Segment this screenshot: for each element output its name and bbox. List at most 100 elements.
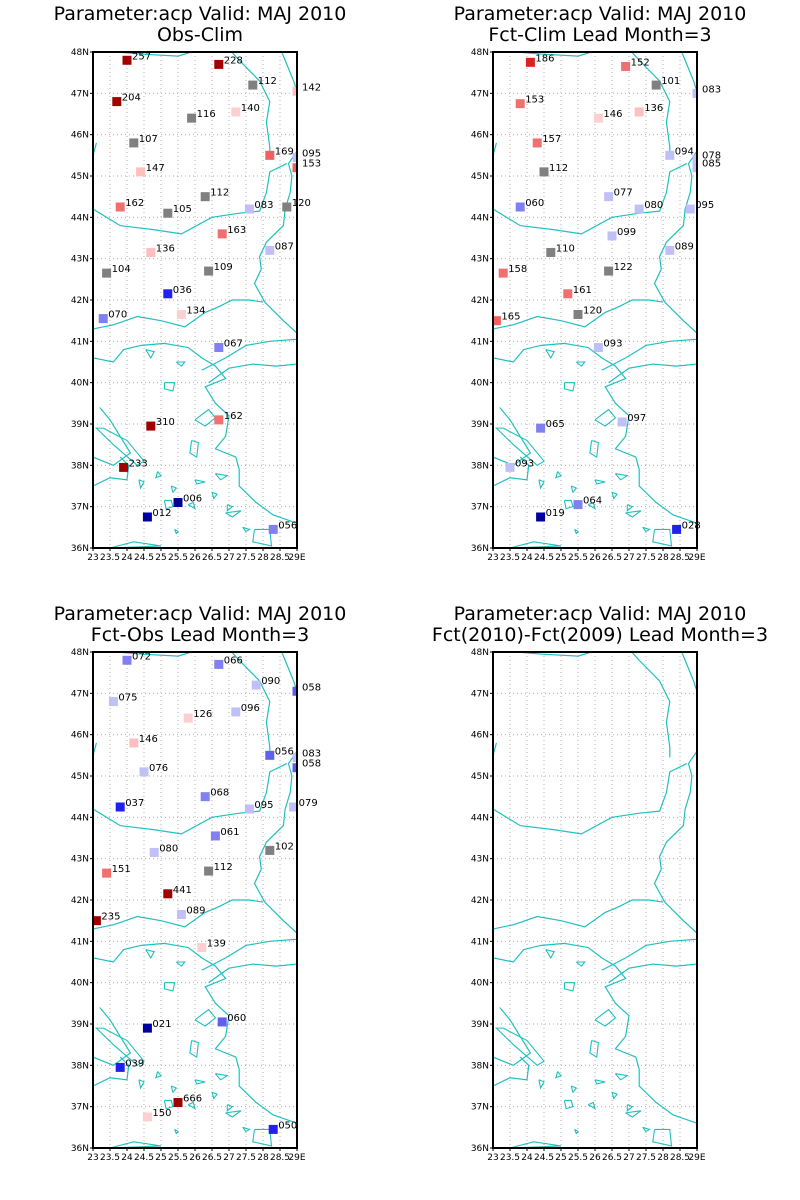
station-marker xyxy=(142,512,152,522)
coastline xyxy=(208,963,297,984)
lat-tick-label: 42N xyxy=(71,296,89,306)
station-value-label: 109 xyxy=(214,262,233,273)
station-marker xyxy=(292,163,297,173)
station-marker xyxy=(214,343,224,353)
station-marker xyxy=(136,167,146,177)
station-marker xyxy=(93,916,101,926)
station-value-label: 060 xyxy=(525,198,544,209)
island-outline xyxy=(163,1099,174,1110)
station-marker xyxy=(142,1023,152,1033)
station-marker xyxy=(665,245,675,255)
lon-tick-label: 26.5 xyxy=(602,1153,622,1163)
lon-tick-label: 24 xyxy=(521,553,533,563)
coastline xyxy=(116,652,194,657)
lon-tick-label: 24 xyxy=(121,1153,133,1163)
lon-tick-label: 28 xyxy=(257,553,269,563)
station-marker xyxy=(142,1112,152,1122)
island-outline xyxy=(574,1128,579,1135)
island-outline xyxy=(242,526,251,533)
station-marker xyxy=(129,738,139,748)
coastline xyxy=(493,163,688,235)
island-outline xyxy=(642,526,651,533)
panel-title: Parameter:acp Valid: MAJ 2010 xyxy=(53,603,347,625)
lon-tick-label: 27.5 xyxy=(236,1153,256,1163)
lat-tick-label: 44N xyxy=(71,813,89,823)
lat-tick-label: 40N xyxy=(471,979,489,989)
coastline xyxy=(93,1056,130,1087)
station-marker xyxy=(265,245,275,255)
coastline xyxy=(253,750,297,934)
lat-tick-label: 48N xyxy=(71,648,89,658)
coastline xyxy=(281,52,297,92)
station-value-label: 012 xyxy=(152,508,171,519)
coastline xyxy=(93,899,264,930)
island-outline xyxy=(570,485,578,494)
island-outline xyxy=(538,1079,545,1090)
island-outline xyxy=(174,528,179,535)
island-outline xyxy=(594,408,617,427)
station-value-label: 165 xyxy=(501,312,520,323)
station-marker xyxy=(493,316,501,326)
coastline xyxy=(201,938,297,971)
station-value-label: 078 xyxy=(702,150,721,161)
lat-tick-label: 39N xyxy=(471,420,489,430)
station-value-label: 085 xyxy=(702,159,721,170)
station-value-label: 006 xyxy=(183,494,202,505)
station-value-label: 146 xyxy=(139,734,158,745)
station-marker xyxy=(187,113,197,123)
station-value-label: 186 xyxy=(535,53,554,64)
lon-tick-label: 27.5 xyxy=(636,553,656,563)
coastline xyxy=(93,142,97,193)
station-marker xyxy=(173,1098,183,1108)
station-marker xyxy=(692,88,697,98)
station-marker xyxy=(604,266,614,276)
lon-tick-label: 25.5 xyxy=(168,1153,188,1163)
island-outline xyxy=(614,473,629,481)
station-value-label: 136 xyxy=(156,243,175,254)
panel-fct-clim: Parameter:acp Valid: MAJ 2010 Fct-Clim L… xyxy=(400,0,800,600)
island-outline xyxy=(509,1141,562,1148)
lon-tick-label: 25.5 xyxy=(568,1153,588,1163)
coastline xyxy=(681,52,697,92)
station-marker xyxy=(173,498,183,508)
station-value-label: 112 xyxy=(210,188,229,199)
lon-tick-label: 25 xyxy=(155,553,166,563)
station-marker xyxy=(200,792,210,802)
station-marker xyxy=(217,229,227,239)
lat-tick-label: 42N xyxy=(471,296,489,306)
lon-tick-label: 24.5 xyxy=(534,553,554,563)
lon-tick-label: 27.5 xyxy=(236,553,256,563)
lon-tick-label: 24 xyxy=(121,553,133,563)
coastline xyxy=(93,456,130,487)
station-value-label: 204 xyxy=(122,93,141,104)
lat-tick-label: 42N xyxy=(71,896,89,906)
station-value-label: 058 xyxy=(302,682,321,693)
lat-tick-label: 44N xyxy=(471,213,489,223)
island-outline xyxy=(145,349,156,359)
map-area xyxy=(93,652,297,1148)
lat-tick-label: 44N xyxy=(471,813,489,823)
island-outline xyxy=(652,1128,673,1147)
lon-tick-label: 25 xyxy=(555,1153,566,1163)
lat-tick-label: 45N xyxy=(71,172,89,182)
station-value-label: 112 xyxy=(549,163,568,174)
station-marker xyxy=(536,423,546,433)
station-value-label: 161 xyxy=(573,285,592,296)
island-outline xyxy=(625,510,642,518)
lat-tick-label: 47N xyxy=(471,89,489,99)
island-outline xyxy=(587,1101,596,1110)
island-outline xyxy=(574,528,579,535)
island-outline xyxy=(155,1071,162,1079)
lat-tick-label: 40N xyxy=(71,379,89,389)
lon-tick-label: 24.5 xyxy=(134,553,154,563)
lat-tick-label: 48N xyxy=(471,648,489,658)
lat-tick-label: 41N xyxy=(471,937,489,947)
island-outline xyxy=(626,1104,634,1112)
station-value-label: 146 xyxy=(603,109,622,120)
coastline xyxy=(493,1056,530,1087)
station-marker xyxy=(539,167,549,177)
station-value-label: 039 xyxy=(125,1058,144,1069)
island-outline xyxy=(175,361,186,367)
coastline xyxy=(230,52,271,158)
